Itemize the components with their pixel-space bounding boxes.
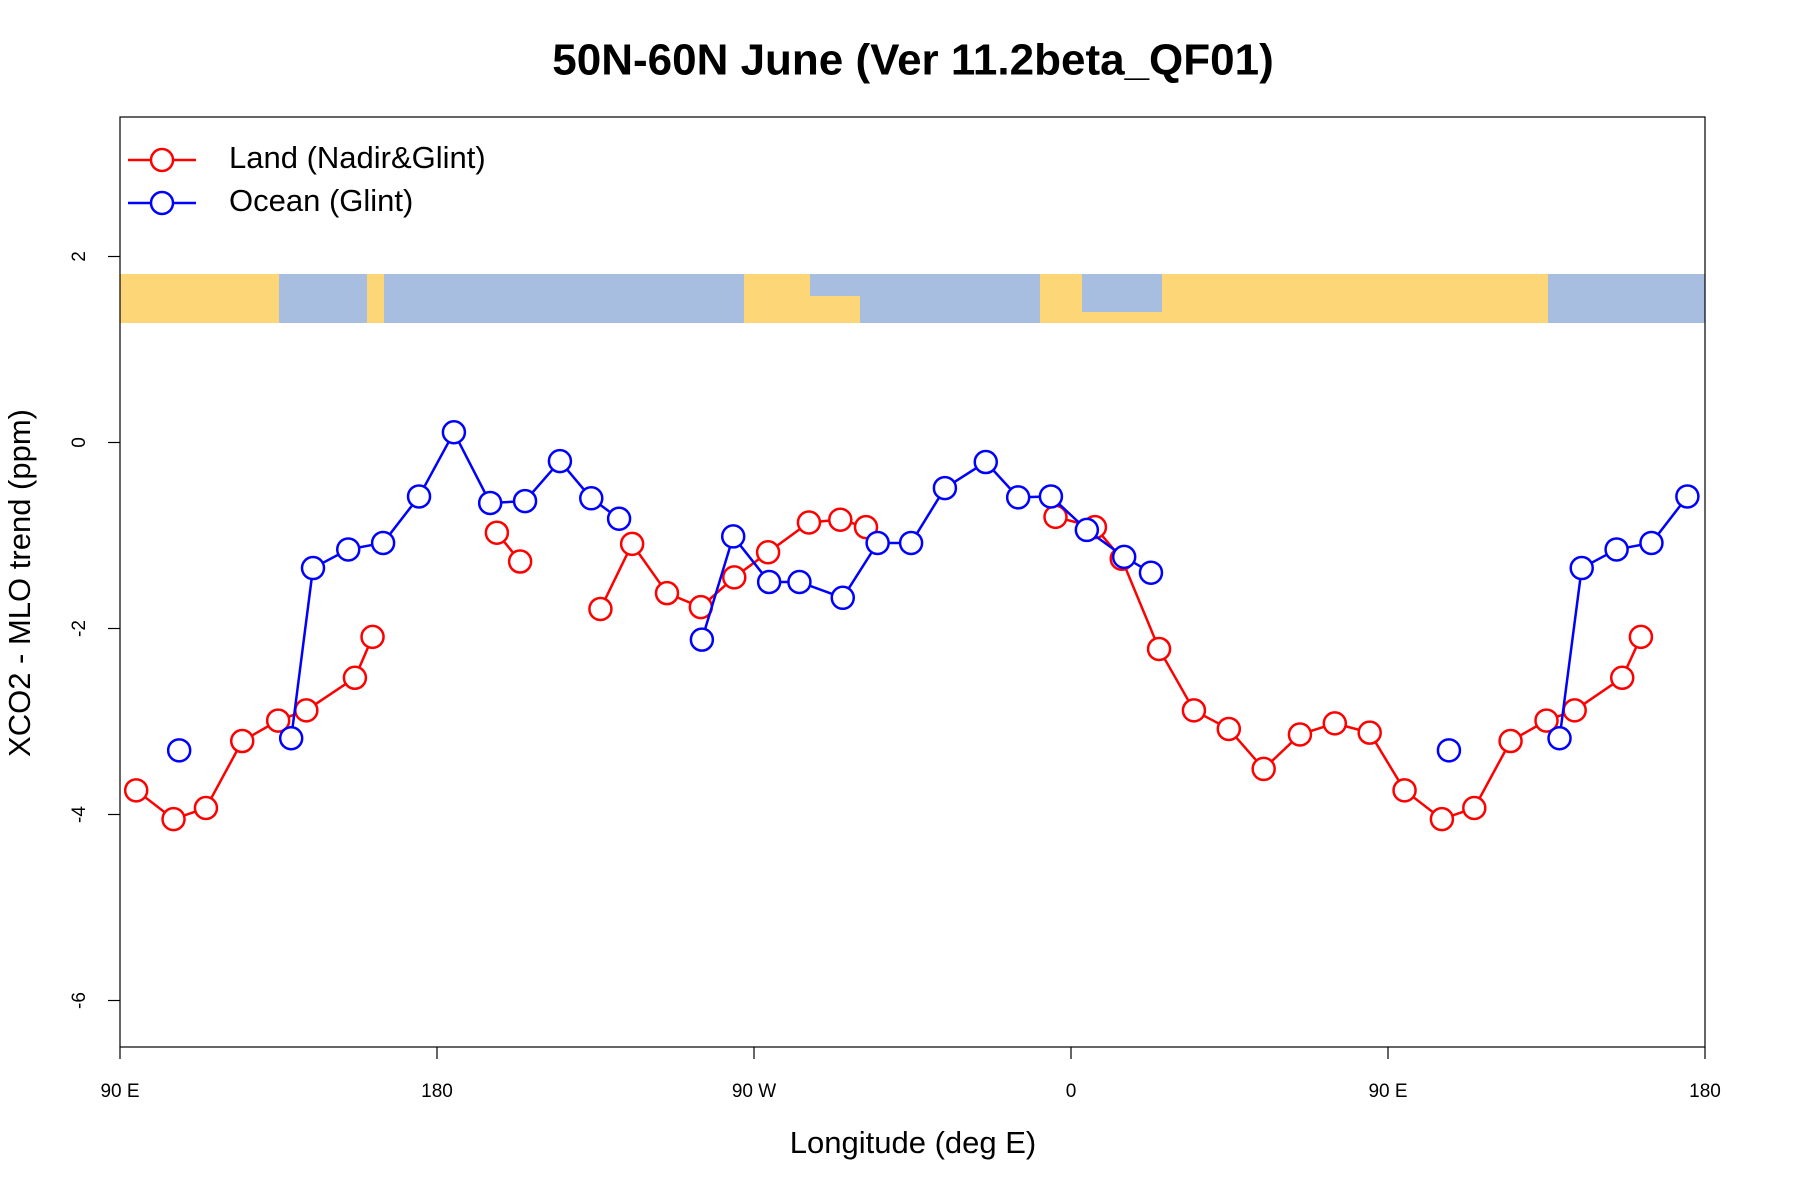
point <box>335 537 361 562</box>
point <box>828 507 853 532</box>
map-ocean <box>279 274 367 323</box>
series-line <box>135 515 1643 821</box>
point <box>1562 698 1587 723</box>
point <box>161 806 186 832</box>
point <box>1005 485 1031 510</box>
point <box>865 530 890 556</box>
point <box>166 738 192 763</box>
point <box>1675 484 1700 509</box>
x-axis-title: Longitude (deg E) <box>790 1125 1036 1160</box>
point <box>1181 698 1207 723</box>
point <box>512 488 538 514</box>
point <box>898 530 924 556</box>
point <box>579 486 604 511</box>
point <box>1429 806 1455 832</box>
map-ocean <box>860 274 1040 323</box>
point <box>588 596 613 622</box>
point <box>1038 484 1064 509</box>
point <box>278 725 304 751</box>
legend-label: Land (Nadir&Glint) <box>229 140 486 175</box>
point <box>1569 555 1594 581</box>
point <box>830 585 856 611</box>
point <box>1639 530 1664 556</box>
point <box>722 565 747 590</box>
point <box>1287 722 1313 747</box>
point <box>1216 716 1242 742</box>
x-tick-label: 90 W <box>732 1081 776 1102</box>
y-tick-label: -2 <box>69 620 90 637</box>
point <box>370 530 396 556</box>
point <box>1462 795 1487 821</box>
point <box>1609 665 1635 691</box>
point <box>654 580 680 606</box>
map-strip <box>120 274 1705 323</box>
y-tick-label: -6 <box>69 992 90 1009</box>
point <box>477 490 503 516</box>
point <box>360 624 385 650</box>
map-ocean <box>384 274 744 323</box>
point <box>229 728 255 754</box>
point <box>1436 738 1462 763</box>
point <box>1392 778 1417 803</box>
x-tick-label: 0 <box>1066 1081 1077 1102</box>
point <box>1547 725 1572 751</box>
point <box>507 549 533 574</box>
legend-marker <box>149 190 175 216</box>
point <box>123 778 149 803</box>
point <box>1604 537 1629 562</box>
point <box>1138 560 1164 585</box>
x-tick-label: 90 E <box>1368 1081 1407 1102</box>
point <box>441 420 467 445</box>
point <box>1111 544 1137 570</box>
chart-title: 50N-60N June (Ver 11.2beta_QF01) <box>552 36 1273 85</box>
y-tick-label: 0 <box>69 437 90 448</box>
legend-label: Ocean (Glint) <box>229 183 413 218</box>
point <box>973 449 999 475</box>
point <box>294 698 319 723</box>
point <box>1498 728 1523 754</box>
point <box>756 569 782 595</box>
point <box>787 569 812 595</box>
point <box>1251 756 1276 782</box>
point <box>1628 624 1654 650</box>
point <box>1534 708 1559 733</box>
point <box>342 665 368 691</box>
point <box>755 539 781 565</box>
point <box>720 524 746 549</box>
point <box>547 448 573 474</box>
series-line <box>289 429 1689 739</box>
x-tick-label: 90 E <box>100 1081 139 1102</box>
point <box>689 627 715 652</box>
point <box>1357 720 1382 745</box>
point <box>606 506 632 532</box>
point <box>484 520 510 545</box>
x-tick-label: 180 <box>421 1081 453 1102</box>
point <box>932 475 958 501</box>
legend-marker <box>149 147 175 173</box>
y-axis-title: XCO2 - MLO trend (ppm) <box>2 409 37 757</box>
y-tick-label: -4 <box>69 806 90 823</box>
y-tick-label: 2 <box>69 251 90 262</box>
plot-frame <box>119 116 1706 1048</box>
point <box>1146 636 1172 662</box>
map-ocean <box>1082 274 1162 312</box>
x-tick-label: 180 <box>1689 1081 1721 1102</box>
point <box>193 795 219 821</box>
map-ocean <box>1548 274 1705 323</box>
point <box>1074 517 1100 543</box>
point <box>265 708 291 733</box>
point <box>796 510 822 535</box>
point <box>1322 711 1348 736</box>
point <box>300 555 326 581</box>
point <box>619 531 645 557</box>
point <box>406 484 432 509</box>
map-ocean <box>810 274 860 296</box>
